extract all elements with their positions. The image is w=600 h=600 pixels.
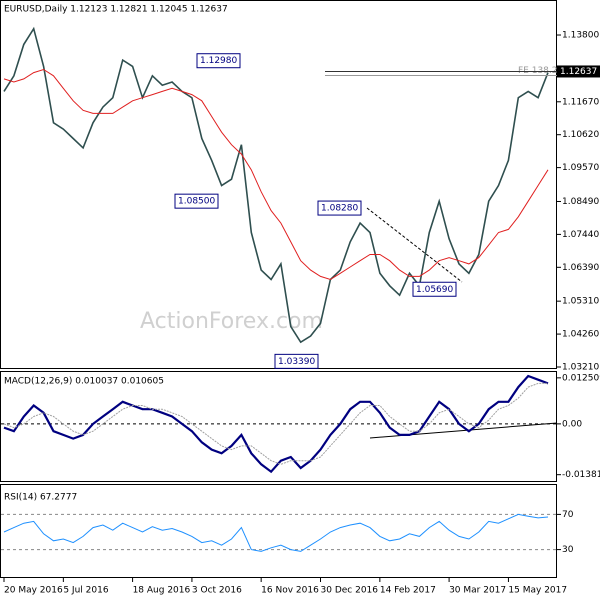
trend-line <box>366 207 463 283</box>
x-tick-label: 15 May 2017 <box>508 586 567 596</box>
y-tick-label: 1.04260 <box>562 330 599 340</box>
y-tick-label: 1.10620 <box>562 130 599 140</box>
watermark: ActionForex.com <box>140 309 323 334</box>
y-tick-label: 1.11670 <box>562 97 599 107</box>
y-tick-label: 1.03210 <box>562 362 599 372</box>
last-price-label: 1.12637 <box>560 67 597 77</box>
y-tick-label: 1.09570 <box>562 163 599 173</box>
x-tick-label: 20 May 2016 <box>4 586 63 596</box>
y-tick-label: 30 <box>562 545 574 555</box>
panel-title: MACD(12,26,9) 0.010037 0.010605 <box>4 377 164 387</box>
annotation-box <box>412 281 457 297</box>
annotation-box <box>317 200 362 216</box>
y-tick-label: 1.06390 <box>562 263 599 273</box>
y-tick-label: 0.00 <box>562 419 582 429</box>
y-tick-label: 1.08490 <box>562 197 599 207</box>
annotation-label: 1.08280 <box>321 204 358 214</box>
y-tick-label: 0.012509 <box>562 373 600 383</box>
x-tick-label: 18 Aug 2016 <box>133 586 191 596</box>
series-line <box>3 382 548 465</box>
annotation-box <box>274 353 319 369</box>
x-tick-label: 16 Nov 2016 <box>261 586 319 596</box>
series-line <box>3 68 549 281</box>
annotation-box <box>196 53 241 69</box>
rsi-panel <box>0 484 557 578</box>
last-price-box <box>557 65 600 78</box>
annotation-label: 1.08500 <box>178 197 215 207</box>
x-tick-label: 3 Oct 2016 <box>192 586 242 596</box>
fe-label: FE 138.2 <box>518 66 558 76</box>
y-tick-label: 1.13800 <box>562 31 599 41</box>
annotation-box <box>174 193 219 209</box>
x-tick-label: 14 Feb 2017 <box>380 586 436 596</box>
x-tick-label: 30 Dec 2016 <box>321 586 379 596</box>
x-tick-label: 30 Mar 2017 <box>449 586 506 596</box>
y-tick-label: -0.013813 <box>562 470 600 480</box>
panel-title: RSI(14) 67.2777 <box>4 493 77 503</box>
x-tick-label: 5 Jul 2016 <box>63 586 108 596</box>
series-line <box>3 513 549 552</box>
y-tick-label: 1.05310 <box>562 297 599 307</box>
panel-title: EURUSD,Daily 1.12123 1.12821 1.12045 1.1… <box>4 5 228 15</box>
y-tick-label: 1.07440 <box>562 230 599 240</box>
series-line <box>3 374 549 474</box>
annotation-label: 1.12980 <box>200 56 237 66</box>
y-tick-label: 70 <box>562 510 574 520</box>
annotation-label: 1.05690 <box>416 285 453 295</box>
annotation-label: 1.03390 <box>278 357 315 367</box>
main-panel <box>0 0 557 369</box>
